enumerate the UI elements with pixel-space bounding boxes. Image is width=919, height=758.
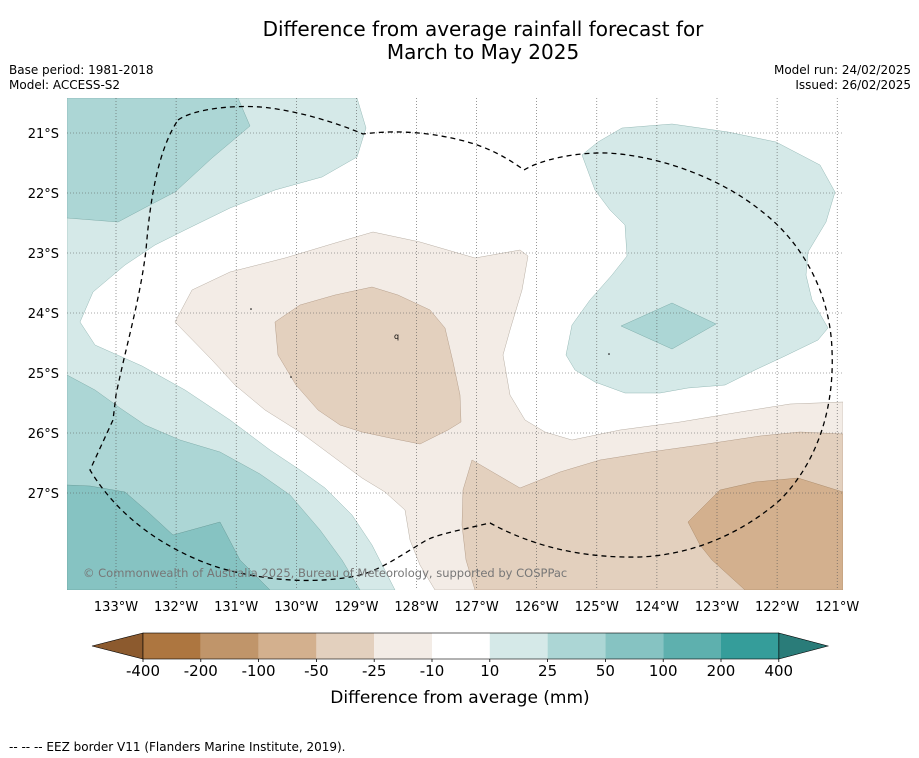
lat-tick-label: 27°S xyxy=(28,487,59,502)
colorbar-arrow-high xyxy=(778,632,830,660)
model-run-text: Model run: 24/02/2025 xyxy=(773,63,911,77)
colorbar-segment xyxy=(374,633,432,659)
colorbar-arrow-low xyxy=(91,632,144,660)
contour-band-50-100-southwest xyxy=(67,484,271,590)
lon-tick-label: 133°W xyxy=(94,600,138,615)
contour-dot-3 xyxy=(290,376,292,378)
colorbar-tick-label: -50 xyxy=(304,662,329,680)
colorbar-label: Difference from average (mm) xyxy=(330,688,589,708)
copyright-notice: © Commonwealth of Australia 2025, Bureau… xyxy=(83,566,567,580)
eez-footer-note: -- -- -- EEZ border V11 (Flanders Marine… xyxy=(9,740,346,754)
lon-tick-label: 128°W xyxy=(394,600,438,615)
contour-label: q xyxy=(394,332,399,341)
colorbar-tick-label: -100 xyxy=(242,662,276,680)
colorbar-frame xyxy=(142,632,780,660)
lon-tick-label: 127°W xyxy=(455,600,499,615)
lat-tick-label: 22°S xyxy=(28,187,59,202)
contour-band-25-50-northwest xyxy=(67,98,251,223)
colorbar-tick-label: 100 xyxy=(649,662,678,680)
lon-tick-label: 129°W xyxy=(334,600,378,615)
title-line-2: March to May 2025 xyxy=(386,40,580,64)
colorbar-segment xyxy=(432,633,490,659)
colorbar-tick-label: -25 xyxy=(362,662,387,680)
lon-tick-label: 126°W xyxy=(515,600,559,615)
eez-border xyxy=(89,105,833,582)
colorbar-segment xyxy=(258,633,317,659)
lon-tick-label: 132°W xyxy=(154,600,198,615)
lon-tick-label: 130°W xyxy=(274,600,318,615)
model-text: Model: ACCESS-S2 xyxy=(9,78,121,92)
colorbar-segment xyxy=(316,633,375,659)
colorbar-segment xyxy=(605,633,664,659)
contour-dot-2 xyxy=(608,353,610,355)
colorbar-tick-label: 25 xyxy=(538,662,557,680)
colorbar-tick-label: 200 xyxy=(707,662,736,680)
colorbar: -400 -200 -100 -50 -25 -10 10 25 50 100 200 400 Diff… xyxy=(91,632,830,708)
contour-band-neg50-neg100 xyxy=(687,477,843,590)
lat-tick-label: 24°S xyxy=(28,307,59,322)
title-line-1: Difference from average rainfall forecas… xyxy=(262,17,704,41)
meta-left: Base period: 1981-2018 Model: ACCESS-S2 xyxy=(9,63,154,93)
graticule xyxy=(67,98,843,590)
colorbar-tick-label: 10 xyxy=(480,662,499,680)
lon-tick-label: 124°W xyxy=(635,600,679,615)
colorbar-tick-label: 50 xyxy=(596,662,615,680)
longitude-labels: 133°W 132°W 131°W 130°W 129°W 128°W 127°W 126°W… xyxy=(94,600,860,615)
lon-tick-label: 131°W xyxy=(214,600,258,615)
lon-tick-label: 121°W xyxy=(815,600,859,615)
issued-text: Issued: 26/02/2025 xyxy=(795,78,911,92)
latitude-labels: 21°S 22°S 23°S 24°S 25°S 26°S 27°S xyxy=(28,127,59,502)
lon-tick-label: 122°W xyxy=(755,600,799,615)
colorbar-segment xyxy=(489,633,548,659)
meta-right: Model run: 24/02/2025 Issued: 26/02/2025 xyxy=(774,63,911,93)
colorbar-tick-label: 400 xyxy=(764,662,793,680)
colorbar-segment xyxy=(721,633,779,659)
lon-tick-label: 123°W xyxy=(695,600,739,615)
map-title: Difference from average rainfall forecas… xyxy=(0,18,919,64)
colorbar-tick-label: -200 xyxy=(184,662,218,680)
contour-band-neg25-neg50-central xyxy=(274,286,462,445)
contour-band-25-50-east-diamond xyxy=(620,302,717,350)
lat-tick-label: 21°S xyxy=(28,127,59,142)
rainfall-contour-map: q © Commonwealth of Australia 2025, Bure… xyxy=(67,98,843,590)
lat-tick-label: 25°S xyxy=(28,367,59,382)
colorbar-segment xyxy=(663,633,721,659)
contour-dot-1 xyxy=(250,308,252,310)
colorbar-segment xyxy=(200,633,259,659)
colorbar-tick-label: -400 xyxy=(126,662,160,680)
colorbar-segment xyxy=(547,633,606,659)
lon-tick-label: 125°W xyxy=(575,600,619,615)
base-period-text: Base period: 1981-2018 xyxy=(9,63,154,77)
colorbar-tick-label: -10 xyxy=(420,662,445,680)
colorbar-segment xyxy=(143,633,201,659)
lat-tick-label: 23°S xyxy=(28,247,59,262)
lat-tick-label: 26°S xyxy=(28,427,59,442)
